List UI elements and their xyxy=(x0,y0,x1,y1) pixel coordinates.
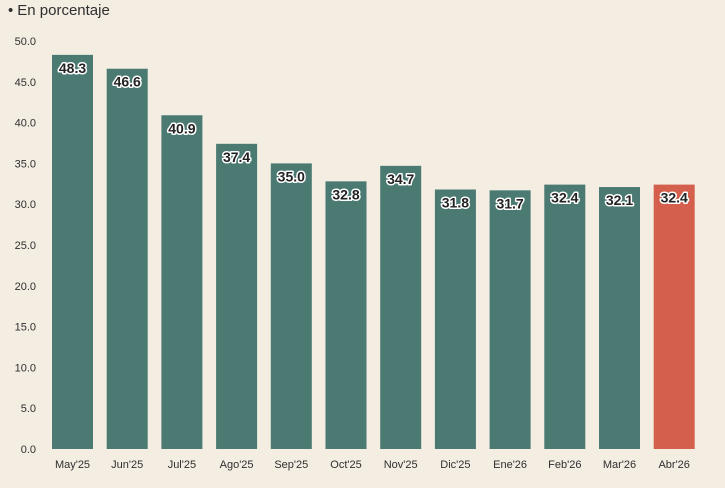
x-tick-label: Jul'25 xyxy=(168,459,196,471)
x-tick-label: Mar'26 xyxy=(603,459,636,471)
x-tick-label: Ago'25 xyxy=(220,459,254,471)
bar-sep-25 xyxy=(270,163,312,449)
subtitle-text: En porcentaje xyxy=(17,2,110,19)
y-tick-label: 0.0 xyxy=(21,444,36,456)
x-tick-label: Jun'25 xyxy=(111,459,143,471)
x-tick-label: Nov'25 xyxy=(384,459,418,471)
y-tick-label: 45.0 xyxy=(15,77,36,89)
bar-value-label: 40.9 xyxy=(168,120,195,136)
y-tick-label: 10.0 xyxy=(15,362,36,374)
chart-subtitle: • En porcentaje xyxy=(8,2,110,19)
bar-value-label: 48.3 xyxy=(59,60,86,76)
bar-dic-25 xyxy=(434,189,476,449)
x-axis: May'25 Jun'25 Jul'25 Ago'25 Sep'25 Oct'25 Nov'… xyxy=(55,459,690,471)
bar-oct-25 xyxy=(325,181,367,450)
y-tick-label: 25.0 xyxy=(15,240,36,252)
y-tick-label: 30.0 xyxy=(15,199,36,211)
bar-nov-25 xyxy=(380,165,422,449)
bar-ene-26 xyxy=(489,190,531,449)
x-tick-label: Feb'26 xyxy=(548,459,581,471)
bar-value-label: 32.4 xyxy=(551,190,578,206)
subtitle-bullet: • xyxy=(8,2,14,19)
y-axis: 0.0 5.0 10.0 15.0 20.0 25.0 30.0 35.0 40.0 45.0 50… xyxy=(15,36,36,456)
bar-value-label: 32.4 xyxy=(661,190,688,206)
bar-may-25 xyxy=(52,54,93,449)
y-tick-label: 50.0 xyxy=(15,36,36,48)
bar-value-label: 34.7 xyxy=(387,171,414,187)
bar-abr-26 xyxy=(653,184,695,449)
x-tick-label: May'25 xyxy=(55,459,90,471)
x-tick-label: Ene'26 xyxy=(493,459,527,471)
bar-ago-25 xyxy=(216,143,258,450)
bar-value-label: 37.4 xyxy=(223,149,250,165)
y-tick-label: 15.0 xyxy=(15,322,36,334)
bar-mar-26 xyxy=(599,187,640,449)
x-tick-label: Dic'25 xyxy=(440,459,470,471)
bar-value-label: 31.7 xyxy=(496,195,523,211)
bar-jun-25 xyxy=(106,68,148,449)
x-tick-label: Sep'25 xyxy=(274,459,308,471)
bar-value-label: 32.8 xyxy=(332,186,359,202)
y-tick-label: 35.0 xyxy=(15,158,36,170)
bars-group xyxy=(52,54,695,450)
x-tick-label: Abr'26 xyxy=(658,459,689,471)
bar-value-label: 35.0 xyxy=(278,168,305,184)
y-tick-label: 5.0 xyxy=(21,403,36,415)
bar-value-label: 32.1 xyxy=(606,192,633,208)
bar-jul-25 xyxy=(161,115,203,450)
y-tick-label: 20.0 xyxy=(15,281,36,293)
x-tick-label: Oct'25 xyxy=(330,459,361,471)
bar-feb-26 xyxy=(544,184,586,449)
y-tick-label: 40.0 xyxy=(15,118,36,130)
bar-value-label: 31.8 xyxy=(442,195,469,211)
bar-value-label: 46.6 xyxy=(114,74,141,90)
data-labels-group: 48.3 46.6 40.9 37.4 35.0 32.8 34.7 31.8 31.7 32.4… xyxy=(57,58,689,212)
